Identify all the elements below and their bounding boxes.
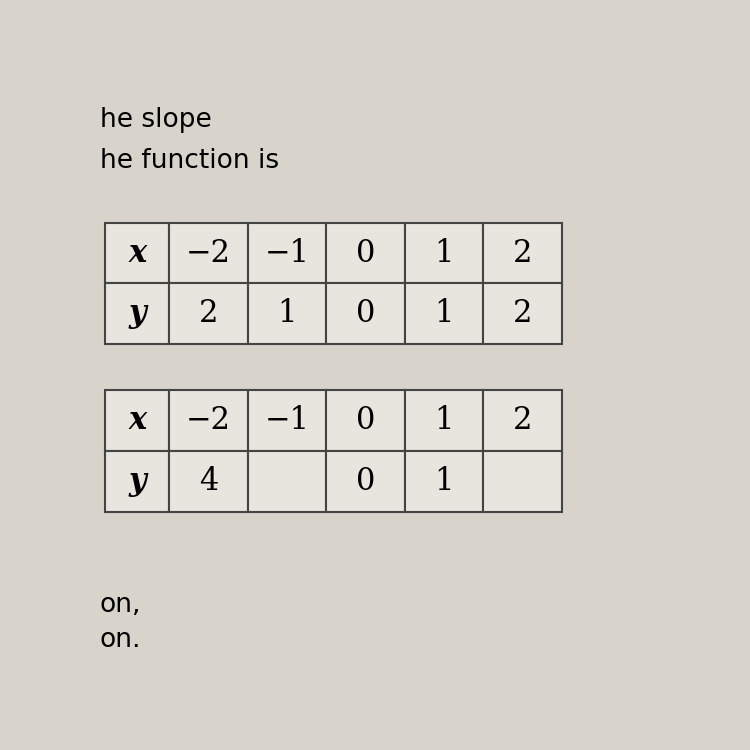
Bar bbox=[405, 223, 483, 284]
Text: on,: on, bbox=[100, 592, 141, 619]
Bar bbox=[248, 451, 326, 512]
Bar bbox=[105, 223, 170, 284]
Text: 2: 2 bbox=[513, 405, 532, 436]
Bar bbox=[326, 390, 405, 451]
Text: x: x bbox=[128, 405, 146, 436]
Text: 1: 1 bbox=[278, 298, 297, 329]
Bar bbox=[483, 451, 562, 512]
Bar bbox=[326, 284, 405, 344]
Text: 4: 4 bbox=[199, 466, 218, 496]
Text: −1: −1 bbox=[265, 238, 310, 268]
Text: 1: 1 bbox=[434, 298, 454, 329]
Bar bbox=[248, 390, 326, 451]
Text: 1: 1 bbox=[434, 238, 454, 268]
Bar bbox=[405, 284, 483, 344]
Bar bbox=[483, 390, 562, 451]
Bar bbox=[105, 284, 170, 344]
Bar bbox=[483, 284, 562, 344]
Bar bbox=[170, 390, 248, 451]
Bar bbox=[483, 223, 562, 284]
Text: 2: 2 bbox=[513, 238, 532, 268]
Text: on.: on. bbox=[100, 627, 141, 653]
Text: 1: 1 bbox=[434, 466, 454, 496]
Text: 0: 0 bbox=[356, 298, 375, 329]
Text: 2: 2 bbox=[199, 298, 218, 329]
Text: −1: −1 bbox=[265, 405, 310, 436]
Bar bbox=[248, 223, 326, 284]
Text: −2: −2 bbox=[186, 405, 231, 436]
Bar bbox=[105, 451, 170, 512]
Bar bbox=[170, 451, 248, 512]
Text: 2: 2 bbox=[513, 298, 532, 329]
Bar bbox=[326, 223, 405, 284]
Bar bbox=[105, 390, 170, 451]
Text: 0: 0 bbox=[356, 238, 375, 268]
Bar bbox=[170, 223, 248, 284]
Bar bbox=[405, 390, 483, 451]
Text: −2: −2 bbox=[186, 238, 231, 268]
Text: x: x bbox=[128, 238, 146, 268]
Bar bbox=[170, 284, 248, 344]
Text: y: y bbox=[128, 298, 146, 329]
Text: 1: 1 bbox=[434, 405, 454, 436]
Text: he slope: he slope bbox=[100, 107, 211, 134]
Text: y: y bbox=[128, 466, 146, 496]
Bar bbox=[326, 451, 405, 512]
Text: he function is: he function is bbox=[100, 148, 279, 174]
Text: 0: 0 bbox=[356, 405, 375, 436]
Bar bbox=[405, 451, 483, 512]
Bar bbox=[248, 284, 326, 344]
Text: 0: 0 bbox=[356, 466, 375, 496]
